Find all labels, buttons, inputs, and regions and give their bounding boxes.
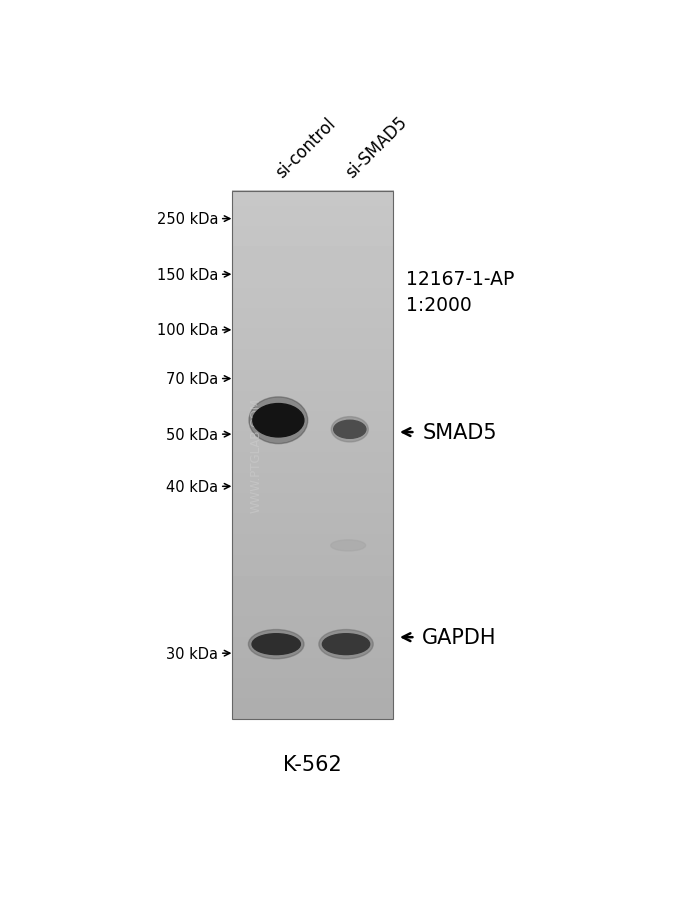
Bar (231, 191, 393, 720)
Ellipse shape (249, 398, 308, 444)
Text: 150 kDa: 150 kDa (157, 267, 218, 282)
Text: 70 kDa: 70 kDa (166, 372, 218, 387)
Ellipse shape (252, 634, 300, 655)
Text: 30 kDa: 30 kDa (166, 646, 218, 661)
Text: 100 kDa: 100 kDa (157, 323, 218, 338)
Text: 250 kDa: 250 kDa (157, 212, 218, 227)
Ellipse shape (322, 634, 369, 655)
Text: K-562: K-562 (283, 755, 342, 775)
Ellipse shape (334, 420, 366, 439)
Text: 40 kDa: 40 kDa (166, 479, 218, 494)
Text: WWW.PTGLAB.COM: WWW.PTGLAB.COM (249, 398, 263, 513)
Text: si-control: si-control (272, 115, 340, 181)
Ellipse shape (331, 417, 368, 443)
Text: si-SMAD5: si-SMAD5 (342, 113, 411, 181)
Ellipse shape (319, 630, 374, 659)
Text: SMAD5: SMAD5 (422, 423, 497, 443)
Text: GAPDH: GAPDH (422, 628, 497, 648)
Ellipse shape (253, 404, 304, 437)
Text: 12167-1-AP
1:2000: 12167-1-AP 1:2000 (406, 270, 515, 315)
Ellipse shape (331, 540, 366, 551)
Ellipse shape (248, 630, 304, 659)
Text: 50 kDa: 50 kDa (166, 428, 218, 442)
